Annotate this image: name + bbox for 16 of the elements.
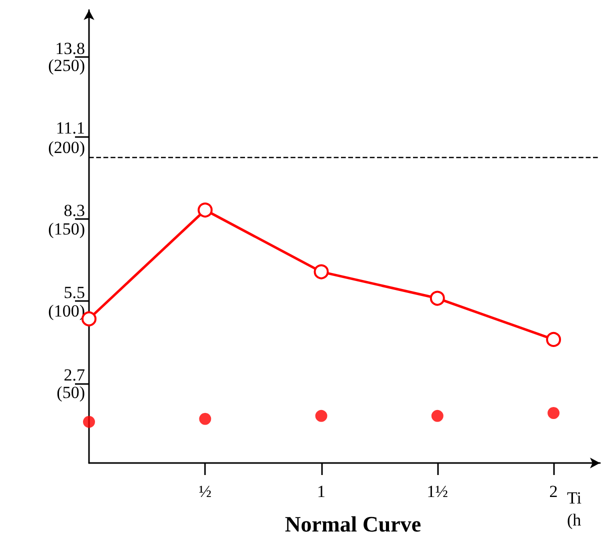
- y-tick-label: 2.7: [64, 366, 86, 385]
- y2-tick-label: (200): [48, 138, 85, 157]
- x-tick-label: 1: [317, 482, 326, 501]
- y2-tick-label: (50): [56, 383, 85, 402]
- y-tick-label: 11.1: [56, 118, 85, 138]
- y2-tick-label: (250): [48, 56, 85, 76]
- y-tick-label: 5.5: [64, 283, 85, 302]
- y-tick-label: 8.3: [64, 200, 85, 220]
- x-tick-label: 2: [549, 482, 558, 501]
- y-tick-label: 13.8: [55, 39, 85, 58]
- x-axis-title: Ti (h: [567, 488, 582, 530]
- x-tick-label: ½: [198, 482, 212, 501]
- x-tick-label: 1½: [426, 482, 448, 501]
- text: Normal Curve: [284, 512, 422, 536]
- y2-tick-label: (100): [48, 301, 85, 320]
- y2-tick-label: (150): [48, 220, 85, 239]
